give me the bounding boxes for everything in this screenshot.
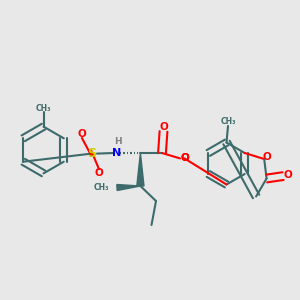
Text: O: O xyxy=(77,129,86,139)
Text: O: O xyxy=(180,153,189,163)
Text: O: O xyxy=(94,168,103,178)
Text: CH₃: CH₃ xyxy=(36,103,51,112)
Text: O: O xyxy=(283,170,292,181)
Text: O: O xyxy=(263,152,272,163)
Text: O: O xyxy=(180,153,189,163)
Polygon shape xyxy=(117,184,140,190)
Text: CH₃: CH₃ xyxy=(220,117,236,126)
Text: H: H xyxy=(114,136,122,146)
Text: N: N xyxy=(112,148,122,158)
Polygon shape xyxy=(137,153,144,186)
Text: S: S xyxy=(87,147,96,160)
Text: CH₃: CH₃ xyxy=(94,183,110,192)
Text: O: O xyxy=(159,122,168,132)
